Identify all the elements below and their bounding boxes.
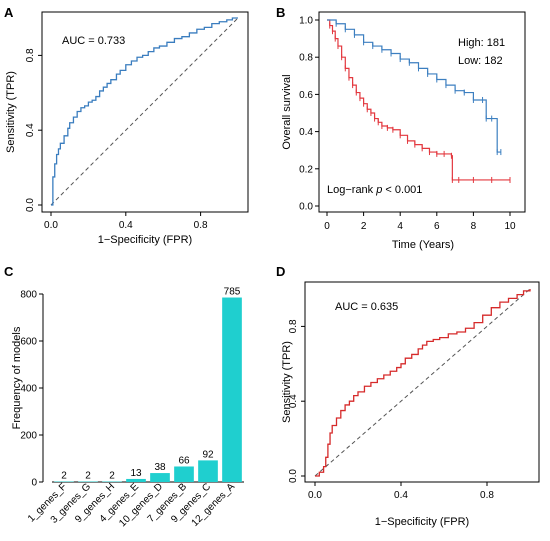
legend-low: Low: 182: [458, 55, 503, 67]
bar-value-label: 2: [61, 471, 67, 482]
b-x-tick-label: 2: [361, 221, 367, 232]
b-x-tick-label: 4: [397, 221, 403, 232]
bar-10_genes_D: [150, 473, 170, 482]
d-y-tick-label: 0.0: [288, 469, 299, 483]
d-x-tick-label: 0.8: [480, 490, 494, 501]
auc-label-a: AUC = 0.733: [62, 35, 125, 47]
y-axis-label-c: Frequency of models: [11, 326, 23, 429]
y-axis-label-b: Overall survival: [281, 74, 293, 149]
panel-label-b: B: [276, 5, 285, 20]
b-y-tick-label: 0.0: [299, 202, 313, 213]
b-x-tick-label: 10: [504, 221, 516, 232]
y-axis-label-d: Sensitivity (TPR): [281, 341, 293, 423]
x-axis-label-b: Time (Years): [392, 239, 454, 251]
x-axis-label-d: 1−Specificity (FPR): [375, 516, 469, 528]
b-y-tick-label: 0.8: [299, 53, 313, 64]
y-axis-label-a: Sensitivity (TPR): [5, 71, 17, 153]
a-y-tick-label: 0.0: [25, 198, 36, 212]
d-x-tick-label: 0.0: [308, 490, 322, 501]
logrank-p: p: [375, 184, 382, 196]
c-y-tick-label: 400: [20, 384, 37, 395]
c-y-tick-label: 800: [20, 290, 37, 301]
b-y-tick-label: 0.4: [299, 127, 313, 138]
bar-value-label: 785: [224, 287, 241, 298]
logrank-annotation: Log−rank p < 0.001: [327, 184, 422, 196]
panel-label-a: A: [4, 5, 14, 20]
bar-4_genes_E: [126, 478, 146, 482]
b-y-tick-label: 0.6: [299, 90, 313, 101]
bar-value-label: 2: [85, 471, 91, 482]
bar-value-label: 13: [130, 468, 142, 479]
x-axis-label-a: 1−Specificity (FPR): [98, 234, 192, 246]
a-y-tick-label: 0.8: [25, 48, 36, 62]
panel-label-d: D: [276, 264, 285, 279]
a-x-tick-label: 0.8: [194, 220, 208, 231]
b-x-tick-label: 6: [434, 221, 440, 232]
panel-a: A AUC = 0.733 0.0 0.4 0.8 0.0 0.4 0.8 1−Spec…: [4, 5, 249, 246]
bar-value-label: 38: [154, 462, 166, 473]
plot-frame-d: [304, 281, 540, 483]
a-y-tick-label: 0.4: [25, 123, 36, 137]
d-y-tick-label: 0.4: [288, 394, 299, 408]
bar-12_genes_A: [222, 297, 242, 482]
plot-frame-a: [41, 11, 249, 213]
b-y-tick-label: 0.2: [299, 164, 313, 175]
plot-frame-b: [318, 11, 526, 213]
c-y-tick-label: 200: [20, 431, 37, 442]
roc-curve-d: [315, 289, 531, 477]
b-y-tick-label: 1.0: [299, 16, 313, 27]
a-x-tick-label: 0.0: [44, 220, 58, 231]
panel-label-c: C: [4, 264, 14, 279]
bar-value-label: 92: [202, 449, 214, 460]
bar-value-label: 2: [109, 471, 115, 482]
roc-curve-a: [51, 17, 238, 206]
reference-diagonal-a: [50, 17, 239, 206]
legend-high: High: 181: [458, 37, 505, 49]
reference-diagonal-d: [314, 288, 531, 477]
panel-b: B High: 181 Low: 182 Log−rank p < 0.001 …: [276, 5, 526, 251]
logrank-suffix: < 0.001: [382, 184, 422, 196]
bar-9_genes_C: [198, 460, 218, 482]
a-x-tick-label: 0.4: [119, 220, 133, 231]
bar-7_genes_B: [174, 466, 194, 482]
b-x-tick-label: 8: [471, 221, 477, 232]
c-y-tick-label: 600: [20, 337, 37, 348]
c-y-tick-label: 0: [31, 478, 37, 489]
auc-label-d: AUC = 0.635: [335, 301, 398, 313]
b-x-tick-label: 0: [324, 221, 330, 232]
d-y-tick-label: 0.8: [288, 319, 299, 333]
panel-d: D AUC = 0.635 0.0 0.4 0.8 0.0 0.4 0.8 1−Spec…: [276, 264, 540, 528]
d-x-tick-label: 0.4: [394, 490, 408, 501]
bar-value-label: 66: [178, 455, 190, 466]
logrank-prefix: Log−rank: [327, 184, 376, 196]
